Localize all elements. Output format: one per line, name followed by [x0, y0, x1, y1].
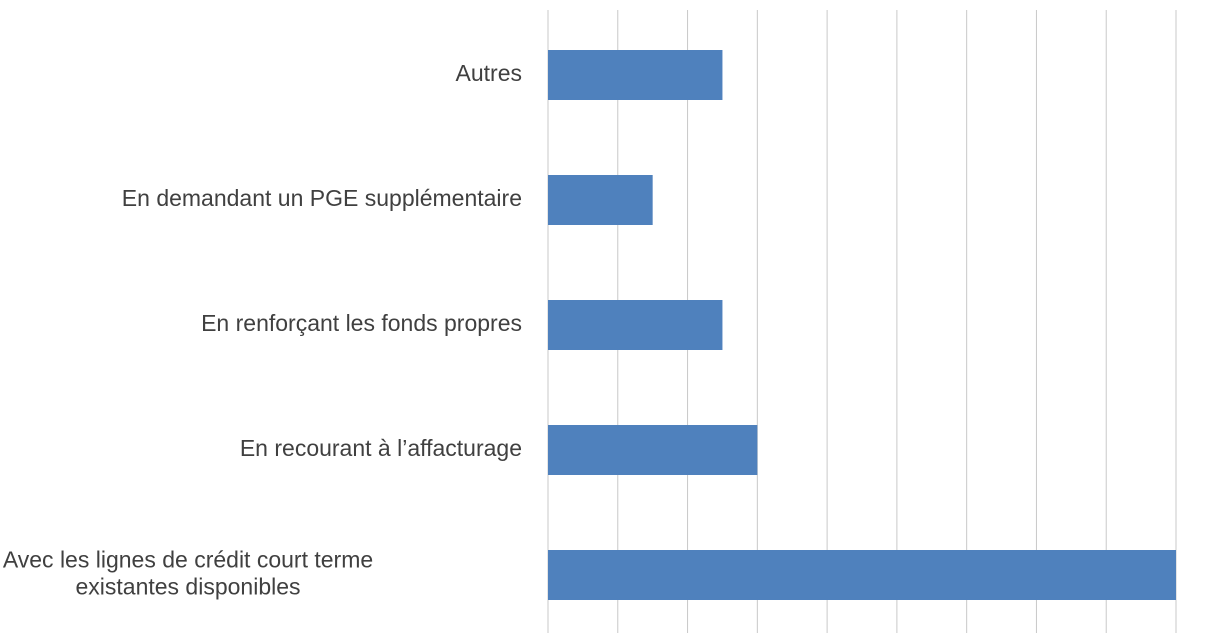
category-label: En recourant à l’affacturage — [240, 435, 522, 461]
category-label: En demandant un PGE supplémentaire — [122, 185, 522, 211]
category-label: Autres — [456, 60, 522, 86]
bar — [548, 550, 1176, 600]
bar — [548, 425, 758, 475]
bar — [548, 50, 723, 100]
bar — [548, 300, 723, 350]
category-label: En renforçant les fonds propres — [201, 310, 522, 336]
category-label: Avec les lignes de crédit court terme exi… — [3, 547, 373, 600]
bar — [548, 175, 653, 225]
